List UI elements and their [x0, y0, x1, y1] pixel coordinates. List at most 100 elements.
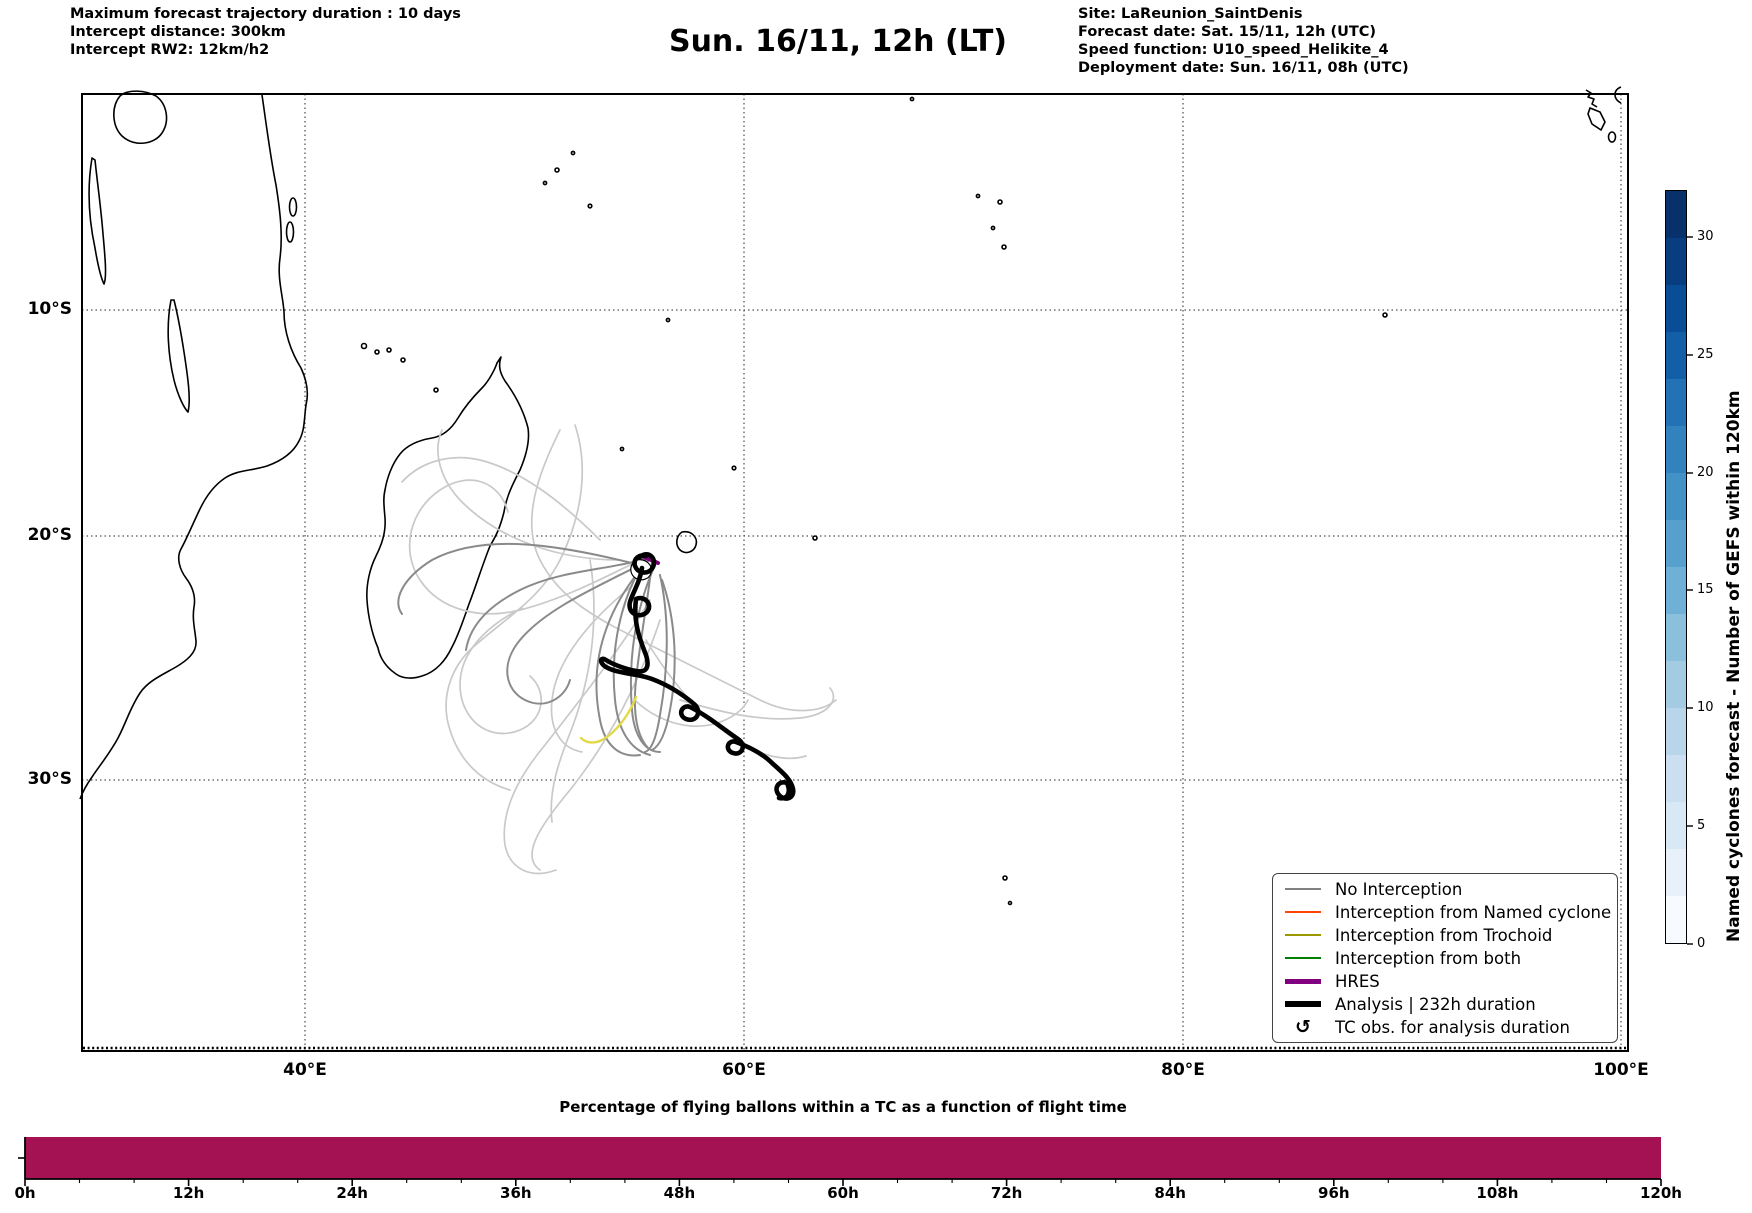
analysis-track	[598, 552, 796, 801]
xtick-60e: 60°E	[722, 1060, 766, 1080]
cargados-island	[731, 465, 737, 471]
btick-0h: 0h	[14, 1184, 36, 1202]
legend-label: Interception from Named cyclone	[1335, 902, 1612, 922]
ytick-30s: 30°S	[27, 769, 72, 789]
pemba-island	[288, 197, 298, 217]
header-right-line1: Site: LaReunion_SaintDenis	[1078, 6, 1303, 22]
btick-108h: 108h	[1476, 1184, 1519, 1202]
colorbar-segment	[1666, 896, 1686, 943]
legend-item-tc-obs: ↺ TC obs. for analysis duration	[1273, 1016, 1617, 1039]
amsterdam-island	[1007, 900, 1013, 906]
colorbar-label: Named cyclones forecast - Number of GEFS…	[1724, 390, 1744, 942]
map-legend: No Interception Interception from Named …	[1272, 873, 1618, 1043]
colorbar-tick-30: 30	[1697, 229, 1714, 244]
legend-line-green	[1285, 957, 1321, 959]
colorbar-segment	[1666, 426, 1686, 473]
colorbar-segment	[1666, 849, 1686, 896]
colorbar-tick-20: 20	[1697, 465, 1714, 480]
header-left-line1: Maximum forecast trajectory duration : 1…	[70, 6, 461, 22]
nosy-be-island	[433, 387, 439, 393]
legend-label: No Interception	[1335, 879, 1463, 899]
cyclone-marker-icon: ↺	[1295, 1016, 1311, 1038]
seychelles-island	[542, 180, 548, 186]
legend-line-purple	[1285, 978, 1321, 984]
legend-label: Analysis | 232h duration	[1335, 994, 1536, 1014]
legend-line-olive	[1285, 934, 1321, 936]
btick-84h: 84h	[1154, 1184, 1186, 1202]
comoros-island	[360, 342, 368, 350]
colorbar-tick-0: 0	[1697, 936, 1706, 951]
mauritius-island	[676, 530, 698, 554]
header-right-line2: Forecast date: Sat. 15/11, 12h (UTC)	[1078, 24, 1377, 40]
colorbar-tick-25: 25	[1697, 347, 1714, 362]
chagos-island	[990, 225, 996, 231]
btick-48h: 48h	[663, 1184, 696, 1202]
seychelles-island	[570, 150, 576, 156]
legend-item-named-cyclone: Interception from Named cyclone	[1273, 901, 1617, 924]
header-right-line3: Speed function: U10_speed_Helikite_4	[1078, 42, 1389, 58]
colorbar-tick-5: 5	[1697, 818, 1706, 833]
bottom-chart-xticks	[24, 1179, 1662, 1186]
islet	[909, 96, 915, 102]
colorbar-segment	[1666, 755, 1686, 802]
lake-malawi	[167, 299, 191, 413]
ytick-20s: 20°S	[27, 525, 72, 545]
islet	[1382, 312, 1388, 318]
legend-line-orangered	[1285, 911, 1321, 913]
colorbar-segment	[1666, 661, 1686, 708]
bottom-chart-minor-ticks	[78, 1179, 1608, 1183]
colorbar-segment	[1666, 379, 1686, 426]
xtick-80e: 80°E	[1161, 1060, 1205, 1080]
xtick-100e: 100°E	[1593, 1060, 1649, 1080]
mentawai-island	[1587, 107, 1606, 131]
tromelin-island	[619, 446, 625, 452]
legend-item-both: Interception from both	[1273, 947, 1617, 970]
madagascar	[366, 356, 530, 679]
legend-item-analysis: Analysis | 232h duration	[1273, 993, 1617, 1016]
colorbar-tick-15: 15	[1697, 582, 1714, 597]
btick-24h: 24h	[336, 1184, 368, 1202]
seychelles-island	[554, 167, 560, 173]
colorbar-segment	[1666, 285, 1686, 332]
btick-36h: 36h	[500, 1184, 532, 1202]
trajectory-trochoid	[579, 695, 638, 744]
balloon-percentage-bar	[25, 1137, 1661, 1179]
colorbar-segment	[1666, 191, 1686, 238]
legend-item-hres: HRES	[1273, 970, 1617, 993]
legend-label: Interception from Trochoid	[1335, 925, 1553, 945]
colorbar-segment	[1666, 567, 1686, 614]
mentawai-island	[1607, 131, 1617, 143]
mayotte-island	[400, 357, 406, 363]
header-right-line4: Deployment date: Sun. 16/11, 08h (UTC)	[1078, 60, 1409, 76]
colorbar-ticks	[1687, 236, 1693, 945]
chagos-island	[997, 199, 1003, 205]
legend-label: TC obs. for analysis duration	[1335, 1017, 1570, 1037]
legend-label: HRES	[1335, 971, 1380, 991]
diego-garcia-island	[1001, 244, 1007, 250]
bottom-chart-title: Percentage of flying ballons within a TC…	[559, 1098, 1127, 1116]
comoros-island	[374, 349, 380, 355]
lake-tanganyika	[88, 157, 107, 285]
legend-label: Interception from both	[1335, 948, 1522, 968]
st-paul-island	[1002, 875, 1008, 881]
lake-victoria	[113, 90, 168, 144]
btick-96h: 96h	[1318, 1184, 1350, 1202]
ytick-10s: 10°S	[27, 299, 72, 319]
sumatra-coast-fragment	[1585, 89, 1598, 108]
legend-line-gray	[1285, 888, 1321, 890]
colorbar-segment	[1666, 473, 1686, 520]
chagos-island	[975, 193, 981, 199]
comoros-island	[386, 347, 392, 353]
agalega-island	[665, 317, 671, 323]
page-title: Sun. 16/11, 12h (LT)	[668, 24, 1008, 59]
btick-12h: 12h	[172, 1184, 205, 1202]
rodrigues-island	[812, 535, 818, 541]
xtick-40e: 40°E	[283, 1060, 327, 1080]
colorbar-segment	[1666, 708, 1686, 755]
colorbar-segment	[1666, 332, 1686, 379]
colorbar	[1665, 190, 1687, 944]
sumatra-coast-fragment	[1614, 86, 1622, 104]
africa-coastline	[79, 94, 309, 800]
